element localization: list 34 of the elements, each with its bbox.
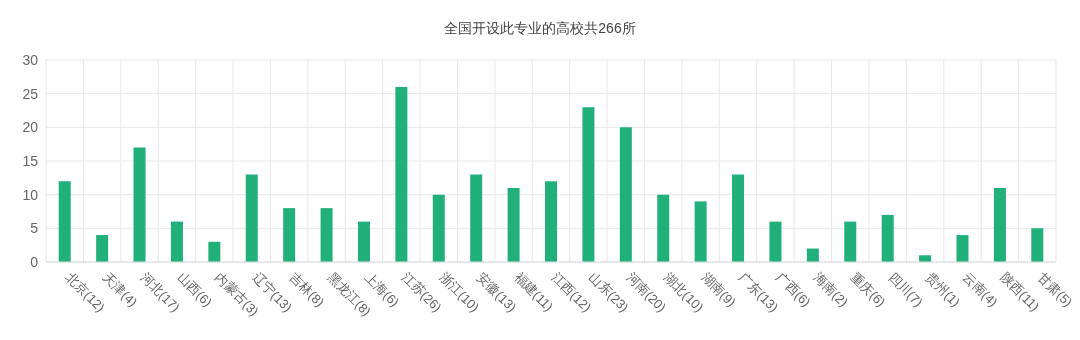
bar [395, 86, 408, 262]
bar [769, 221, 782, 262]
y-tick-label: 5 [30, 220, 39, 237]
y-tick-label: 25 [22, 85, 39, 102]
bar [357, 221, 370, 262]
bar [208, 241, 221, 262]
bar [582, 107, 595, 262]
x-tick-label: 海南(2) [810, 269, 851, 310]
y-tick-label: 0 [30, 253, 39, 270]
chart-title: 全国开设此专业的高校共266所 [443, 19, 637, 38]
bar [844, 221, 857, 262]
y-tick-label: 30 [22, 51, 39, 68]
bar [956, 235, 969, 262]
y-tick-label: 20 [22, 119, 39, 136]
bar [283, 208, 296, 262]
bar [657, 194, 670, 262]
bar [133, 147, 146, 262]
bar [619, 127, 632, 262]
bar [545, 181, 558, 262]
bar [694, 201, 707, 262]
bar [432, 194, 445, 262]
bar [245, 174, 258, 262]
bar [881, 214, 894, 262]
bar [993, 187, 1006, 262]
bar [96, 235, 109, 262]
y-tick-label: 10 [22, 186, 39, 203]
bar [732, 174, 745, 262]
y-tick-label: 15 [22, 152, 39, 169]
bar [170, 221, 183, 262]
bar [507, 187, 520, 262]
bar [320, 208, 333, 262]
bar [58, 181, 71, 262]
bar [1031, 228, 1044, 262]
bar [470, 174, 483, 262]
